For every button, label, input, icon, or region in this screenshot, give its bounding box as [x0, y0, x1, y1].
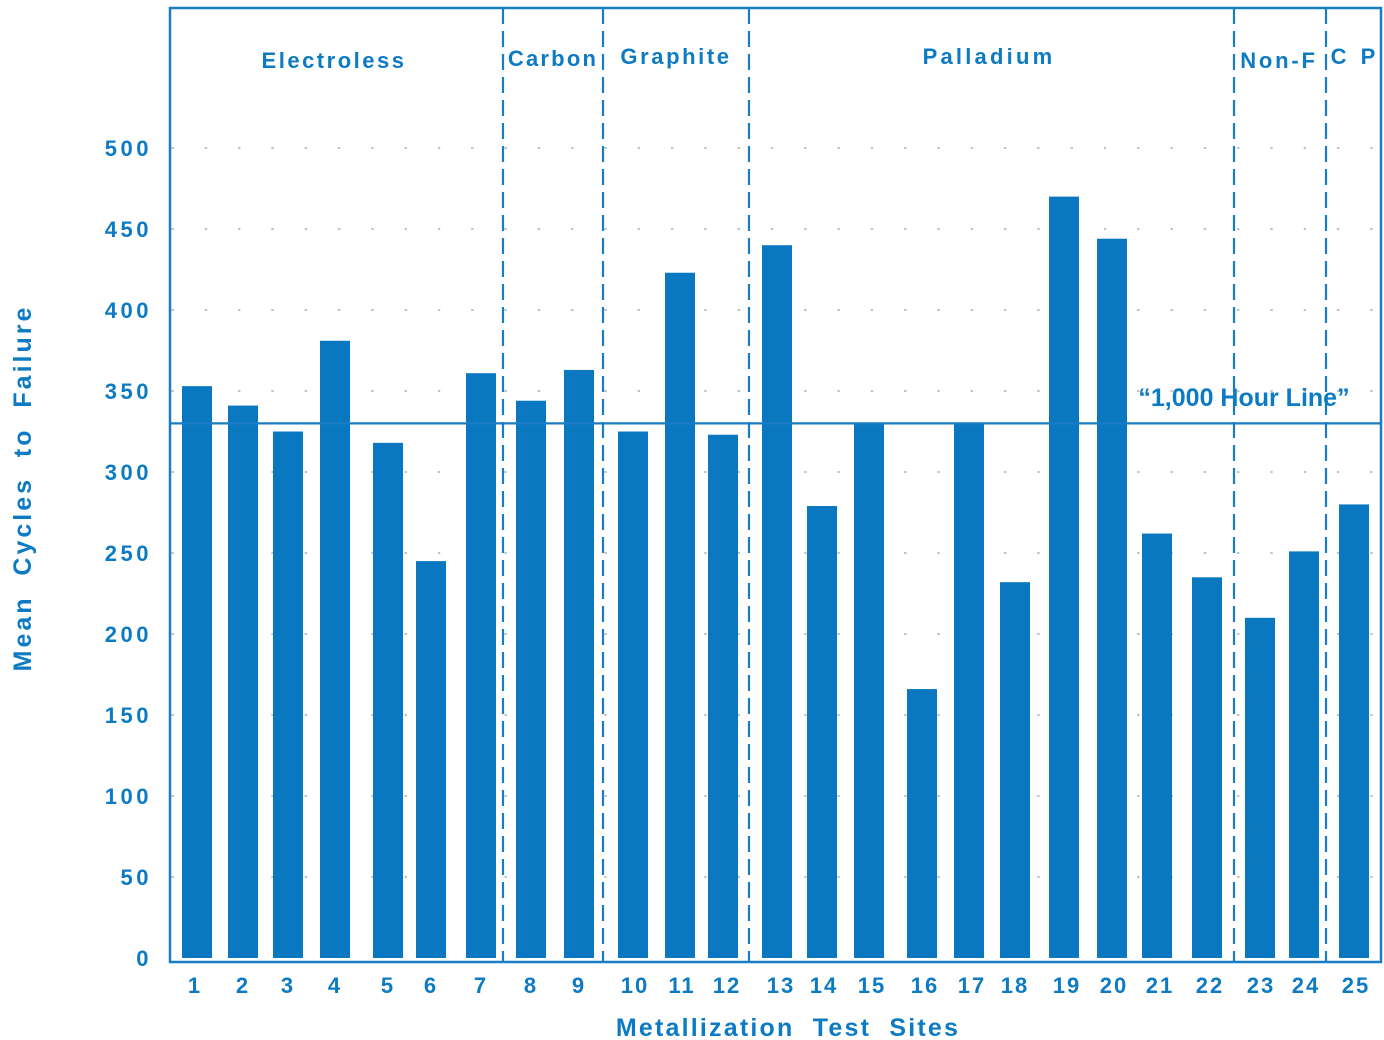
group-label: C P — [1331, 44, 1380, 69]
y-tick-labels: 0 50 100 150 200 250 300 350 400 450 500 — [105, 136, 152, 971]
bar — [665, 272, 695, 958]
group-dividers: Electroless Carbon Graphite Palladium Non-F C… — [262, 8, 1380, 962]
group-label: Carbon — [508, 46, 598, 71]
y-tick-label: 350 — [105, 379, 152, 404]
bar — [618, 431, 648, 958]
bar — [1245, 617, 1275, 958]
bar — [1142, 533, 1172, 958]
y-tick-label: 300 — [105, 460, 152, 485]
x-tick-label: 20 — [1100, 973, 1128, 998]
x-tick-label: 7 — [474, 973, 488, 998]
x-tick-label: 4 — [328, 973, 342, 998]
bar — [1000, 582, 1030, 958]
x-tick-label: 5 — [381, 973, 395, 998]
y-axis-label: Mean Cycles to Failure — [9, 305, 37, 672]
y-tick-label: 500 — [105, 136, 152, 161]
bar — [708, 434, 738, 958]
group-label: Graphite — [620, 44, 731, 69]
x-tick-label: 8 — [524, 973, 538, 998]
bar — [762, 245, 792, 958]
x-tick-label: 10 — [621, 973, 649, 998]
y-tick-label: 150 — [105, 703, 152, 728]
bar — [416, 561, 446, 958]
x-tick-label: 3 — [281, 973, 295, 998]
bar — [854, 423, 884, 958]
x-tick-label: 9 — [572, 973, 586, 998]
reference-line-group: “1,000 Hour Line” — [170, 384, 1381, 425]
bar — [564, 369, 594, 958]
x-tick-label: 19 — [1053, 973, 1081, 998]
x-tick-label: 21 — [1146, 973, 1174, 998]
y-tick-label: 450 — [105, 217, 152, 242]
y-tick-label: 100 — [105, 784, 152, 809]
x-tick-label: 14 — [810, 973, 838, 998]
x-tick-label: 24 — [1292, 973, 1320, 998]
x-axis-label: Metallization Test Sites — [616, 1014, 960, 1040]
bar — [1049, 196, 1079, 959]
x-tick-label: 25 — [1342, 973, 1370, 998]
bar — [1339, 504, 1369, 958]
bar — [1097, 238, 1127, 959]
x-tick-label: 23 — [1247, 973, 1275, 998]
bar — [1192, 577, 1222, 958]
x-tick-label: 17 — [958, 973, 986, 998]
y-tick-label: 50 — [121, 865, 152, 890]
reference-line-label: “1,000 Hour Line” — [1138, 384, 1349, 412]
y-tick-label: 200 — [105, 622, 152, 647]
bar — [373, 442, 403, 959]
bar — [1289, 551, 1319, 958]
x-tick-label: 18 — [1001, 973, 1029, 998]
bar — [228, 405, 258, 959]
x-tick-label: 6 — [424, 973, 438, 998]
y-tick-label: 0 — [136, 946, 152, 971]
bar — [320, 340, 350, 958]
x-tick-label: 2 — [236, 973, 250, 998]
bar — [182, 386, 212, 958]
bar — [273, 431, 303, 958]
bars — [182, 196, 1369, 959]
x-tick-label: 13 — [767, 973, 795, 998]
bar — [516, 400, 546, 959]
x-tick-label: 11 — [668, 973, 695, 998]
x-tick-label: 1 — [188, 973, 202, 998]
x-tick-label: 22 — [1196, 973, 1224, 998]
y-tick-label: 250 — [105, 541, 152, 566]
x-tick-label: 12 — [713, 973, 741, 998]
bar — [907, 689, 937, 958]
bar — [466, 373, 496, 958]
group-label: Non-F — [1240, 48, 1318, 73]
y-tick-label: 400 — [105, 298, 152, 323]
x-tick-label: 15 — [858, 973, 886, 998]
plot-frame — [168, 6, 1383, 964]
bar — [954, 423, 984, 958]
x-tick-label: 16 — [911, 973, 939, 998]
x-tick-labels: 1 2 3 4 5 6 7 8 9 10 11 12 13 14 15 16 17 18 19 20 21 22 23 24 2… — [188, 973, 1370, 998]
group-label: Electroless — [262, 48, 407, 73]
bar — [807, 506, 837, 958]
group-label: Palladium — [923, 44, 1056, 69]
